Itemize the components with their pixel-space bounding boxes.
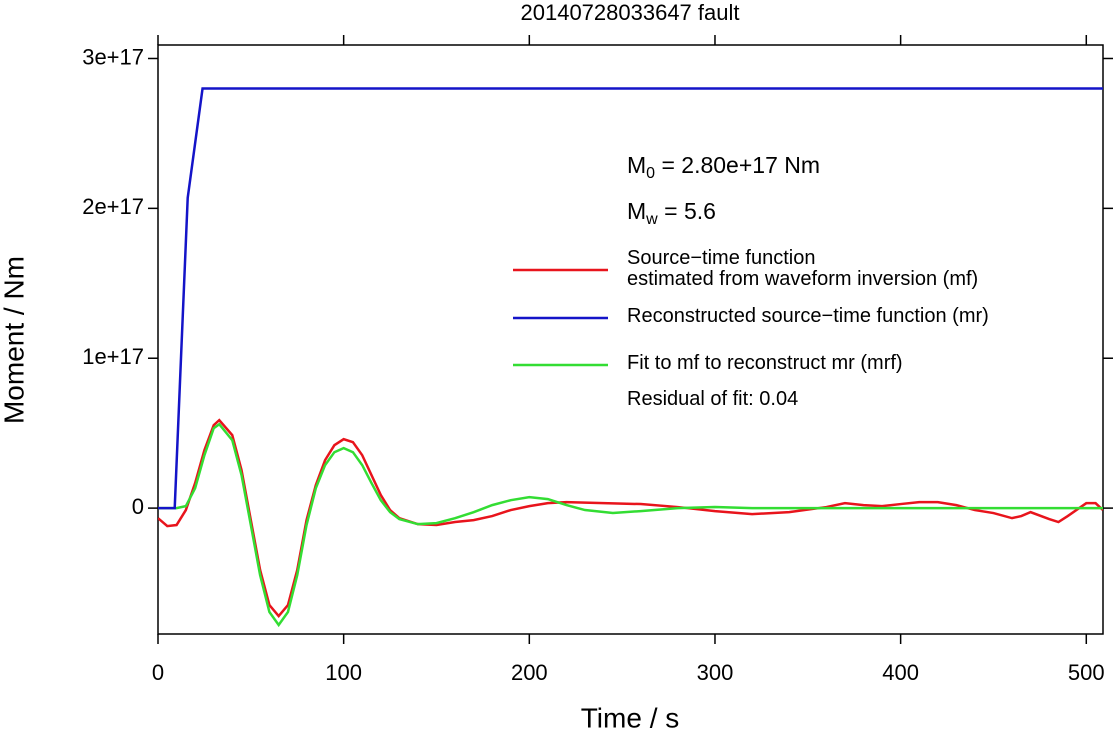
y-tick-label: 1e+17: [82, 344, 144, 369]
x-tick-label: 0: [152, 660, 164, 685]
x-tick-label: 500: [1068, 660, 1105, 685]
legend-label: Reconstructed source−time function (mr): [627, 305, 989, 327]
series-line: [158, 87, 1103, 510]
x-tick-label: 300: [697, 660, 734, 685]
annotation-part: M: [627, 152, 646, 178]
x-tick-label: 400: [882, 660, 919, 685]
annotation-part: = 5.6: [658, 198, 716, 224]
annotation-part: Residual of fit: 0.04: [627, 388, 798, 410]
annotation: Mw = 5.6: [627, 198, 716, 228]
series-line: [158, 418, 1103, 618]
annotation-part: w: [645, 211, 658, 228]
x-axis-label: Time / s: [581, 702, 680, 733]
annotation-part: M: [627, 198, 646, 224]
chart-title: 20140728033647 fault: [521, 0, 740, 25]
annotation: Residual of fit: 0.04: [627, 388, 798, 410]
legend-label: Fit to mf to reconstruct mr (mrf): [627, 352, 903, 374]
y-axis-label: Moment / Nm: [0, 256, 29, 424]
y-tick-label: 3e+17: [82, 44, 144, 69]
annotation: M0 = 2.80e+17 Nm: [627, 152, 820, 182]
y-tick-label: 2e+17: [82, 194, 144, 219]
x-tick-label: 200: [511, 660, 548, 685]
annotation-part: = 2.80e+17 Nm: [655, 152, 820, 178]
plot-frame: [157, 44, 1104, 635]
x-tick-label: 100: [325, 660, 362, 685]
series-line: [158, 422, 1103, 628]
annotation-part: 0: [646, 165, 655, 182]
legend-label: Source−time function estimated from wave…: [627, 247, 979, 290]
y-tick-label: 0: [132, 494, 144, 519]
